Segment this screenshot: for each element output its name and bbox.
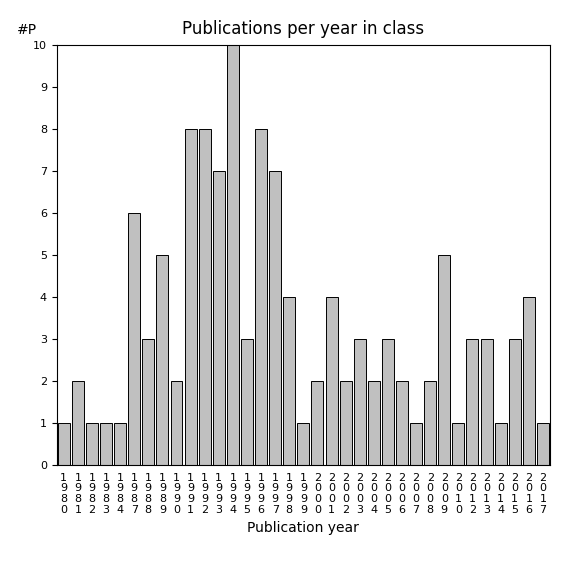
Bar (100, 423, 112, 465)
Bar (325, 297, 337, 465)
Bar (185, 129, 197, 465)
Bar (354, 339, 366, 465)
Bar (58, 423, 70, 465)
Bar (297, 423, 310, 465)
Bar (156, 255, 168, 465)
Bar (269, 171, 281, 465)
Bar (424, 381, 436, 465)
Bar (438, 255, 450, 465)
Bar (142, 339, 154, 465)
X-axis label: Publication year: Publication year (247, 521, 359, 535)
Bar (284, 297, 295, 465)
Bar (213, 171, 225, 465)
Bar (128, 213, 140, 465)
Bar (467, 339, 479, 465)
Bar (311, 381, 323, 465)
Bar (382, 339, 394, 465)
Bar (523, 297, 535, 465)
Bar (368, 381, 380, 465)
Title: Publications per year in class: Publications per year in class (182, 20, 425, 38)
Bar (114, 423, 126, 465)
Bar (227, 45, 239, 465)
Text: #P: #P (17, 23, 37, 37)
Bar (340, 381, 352, 465)
Bar (481, 339, 493, 465)
Bar (537, 423, 549, 465)
Bar (86, 423, 98, 465)
Bar (396, 381, 408, 465)
Bar (198, 129, 211, 465)
Bar (410, 423, 422, 465)
Bar (255, 129, 267, 465)
Bar (241, 339, 253, 465)
Bar (452, 423, 464, 465)
Bar (72, 381, 84, 465)
Bar (509, 339, 521, 465)
Bar (171, 381, 183, 465)
Bar (494, 423, 507, 465)
